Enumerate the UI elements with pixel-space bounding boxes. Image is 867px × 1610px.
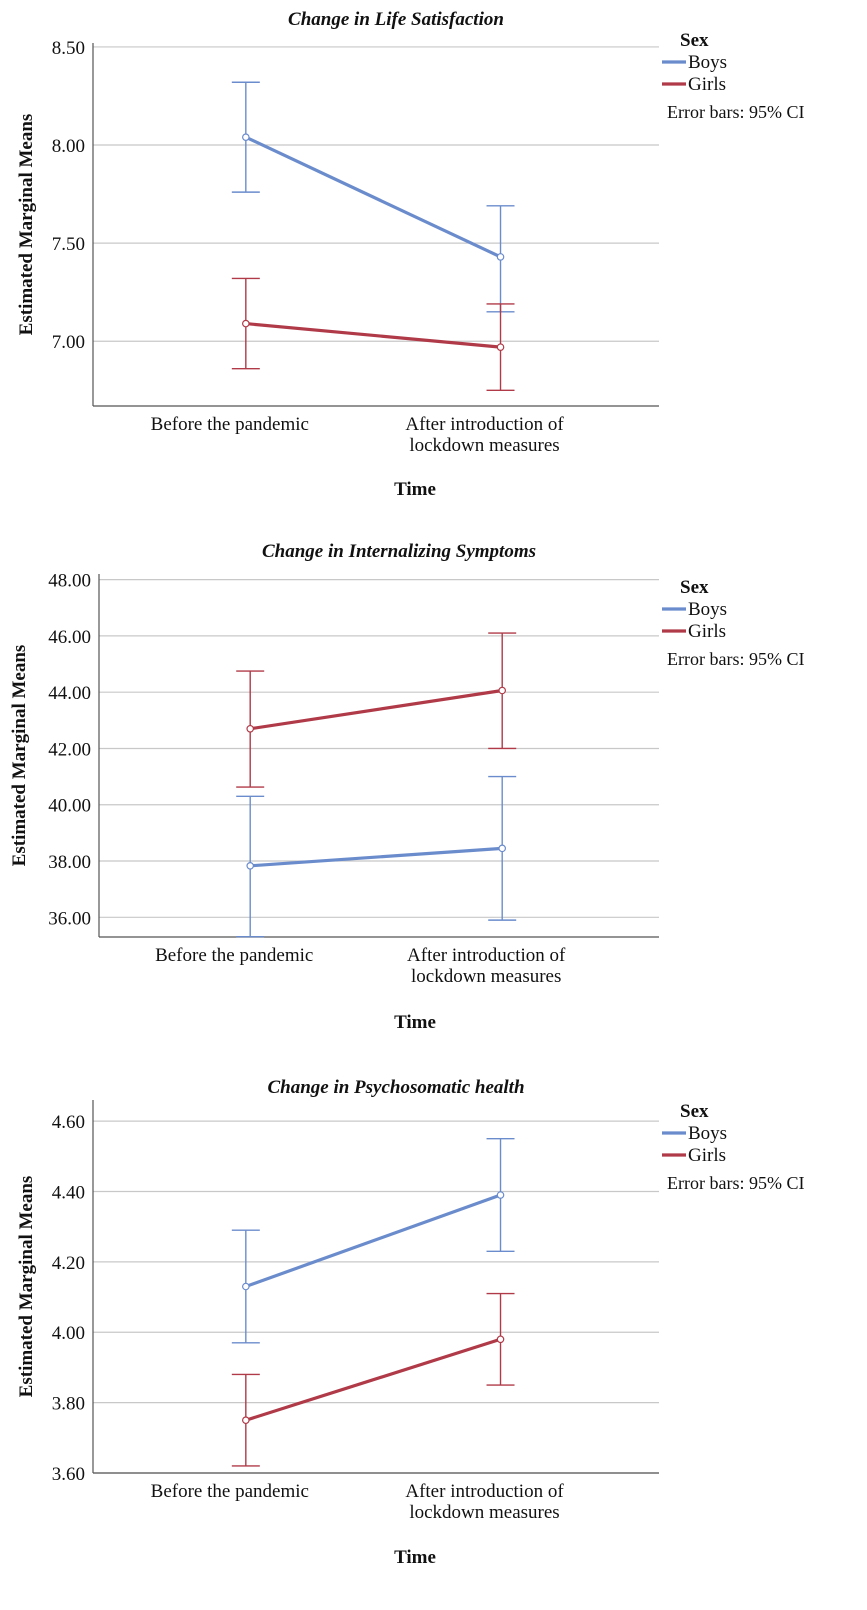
error-bars-note: Error bars: 95% CI bbox=[667, 102, 804, 122]
chart-panel-1: Change in Life Satisfaction 7.00 7.50 8.00 8… bbox=[16, 9, 804, 500]
data-point bbox=[498, 686, 507, 695]
data-point bbox=[246, 724, 255, 733]
y-tick-label: 8.00 bbox=[52, 136, 85, 157]
y-tick-label: 3.60 bbox=[52, 1464, 85, 1485]
y-tick-label: 36.00 bbox=[48, 908, 91, 929]
data-point bbox=[242, 133, 250, 141]
data-point bbox=[496, 1335, 505, 1344]
x-category-label: Before the pandemic bbox=[151, 1481, 309, 1502]
legend-item-label: Girls bbox=[688, 74, 726, 95]
data-point bbox=[496, 1191, 505, 1199]
x-category-label: lockdown measures bbox=[409, 1502, 559, 1523]
x-category-label: Before the pandemic bbox=[151, 414, 309, 435]
y-tick-label: 40.00 bbox=[48, 796, 91, 817]
series-line bbox=[245, 135, 502, 259]
legend-item-label: Girls bbox=[688, 1145, 726, 1166]
y-tick-label: 8.50 bbox=[52, 38, 85, 59]
x-category-label: After introduction of bbox=[407, 945, 566, 966]
series-girls bbox=[231, 277, 515, 392]
series-line bbox=[245, 321, 501, 349]
series-boys bbox=[231, 81, 515, 313]
y-tick-label: 4.40 bbox=[52, 1182, 85, 1203]
chart-title: Change in Psychosomatic health bbox=[267, 1077, 524, 1098]
data-point bbox=[242, 1282, 250, 1291]
data-point bbox=[496, 343, 505, 351]
y-tick-label: 46.00 bbox=[48, 627, 91, 648]
x-axis-label: Time bbox=[394, 479, 436, 500]
legend-item-label: Boys bbox=[688, 52, 727, 73]
data-point bbox=[496, 253, 505, 261]
error-bars-note: Error bars: 95% CI bbox=[667, 649, 804, 669]
y-axis-label: Estimated Marginal Means bbox=[9, 645, 30, 867]
chart-panel-3: Change in Psychosomatic health 3.60 3.80 4.… bbox=[16, 1077, 804, 1568]
chart-title: Change in Internalizing Symptoms bbox=[262, 541, 536, 562]
series-girls bbox=[236, 632, 517, 788]
x-category-label: Before the pandemic bbox=[155, 945, 313, 966]
y-tick-label: 3.80 bbox=[52, 1394, 85, 1415]
y-tick-label: 42.00 bbox=[48, 739, 91, 760]
series-line bbox=[245, 1337, 502, 1422]
series-girls bbox=[231, 1292, 515, 1467]
x-category-label: After introduction of bbox=[405, 414, 564, 435]
legend-item-label: Boys bbox=[688, 1123, 727, 1144]
data-point bbox=[498, 844, 507, 853]
series-boys bbox=[231, 1138, 515, 1344]
y-tick-label: 7.50 bbox=[52, 234, 85, 255]
error-bars-note: Error bars: 95% CI bbox=[667, 1173, 804, 1193]
y-tick-label: 7.00 bbox=[52, 332, 85, 353]
data-point bbox=[246, 862, 255, 870]
x-axis-label: Time bbox=[394, 1547, 436, 1568]
data-point bbox=[242, 319, 250, 328]
series-line bbox=[245, 1193, 502, 1289]
y-tick-label: 4.60 bbox=[52, 1112, 85, 1133]
x-axis-label: Time bbox=[394, 1012, 436, 1033]
series-line bbox=[250, 846, 503, 868]
x-category-label: After introduction of bbox=[405, 1481, 564, 1502]
chart-panel-2: Change in Internalizing Symptoms 36.00 38.… bbox=[9, 541, 804, 1033]
y-tick-label: 4.00 bbox=[52, 1323, 85, 1344]
series-line bbox=[249, 688, 503, 731]
legend-title: Sex bbox=[680, 577, 709, 598]
legend-item-label: Boys bbox=[688, 599, 727, 620]
x-category-label: lockdown measures bbox=[411, 966, 561, 987]
y-tick-label: 4.20 bbox=[52, 1253, 85, 1274]
y-axis-label: Estimated Marginal Means bbox=[16, 114, 37, 336]
data-point bbox=[242, 1416, 250, 1425]
y-tick-label: 48.00 bbox=[48, 571, 91, 592]
x-category-label: lockdown measures bbox=[409, 435, 559, 456]
y-tick-label: 44.00 bbox=[48, 683, 91, 704]
legend-title: Sex bbox=[680, 30, 709, 51]
chart-title: Change in Life Satisfaction bbox=[288, 9, 504, 30]
y-tick-label: 38.00 bbox=[48, 852, 91, 873]
legend-title: Sex bbox=[680, 1101, 709, 1122]
y-axis-label: Estimated Marginal Means bbox=[16, 1176, 37, 1398]
series-boys bbox=[236, 775, 517, 938]
legend-item-label: Girls bbox=[688, 621, 726, 642]
